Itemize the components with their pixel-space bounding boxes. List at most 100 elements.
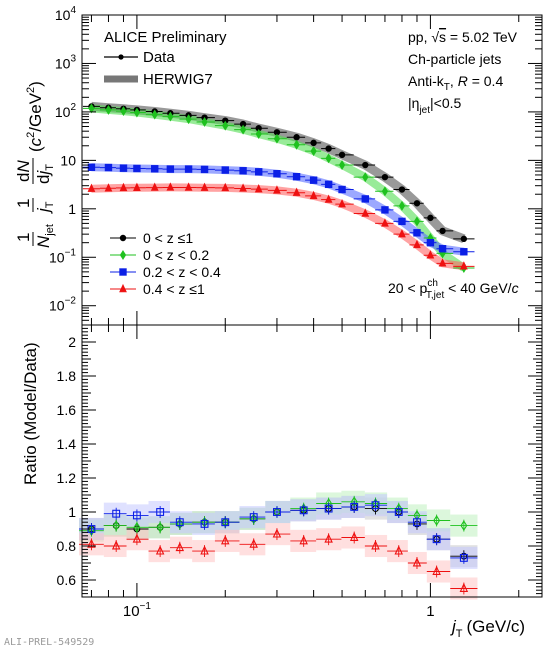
point-ratio-z-0p2-0p4 [221,518,230,527]
point-top-z-0p2-0p4 [438,245,447,253]
point-ratio-z-0p4-1 [371,540,380,550]
point-top-z-0p4-1 [104,183,113,192]
point-ratio-z-0p2-0p4 [200,519,209,528]
point-top-z-all [413,200,421,207]
y-tick-label-bottom: 1.4 [57,436,77,452]
legend-data-label: Data [143,49,175,66]
point-top-z-0p2-0p4 [292,172,301,181]
point-top-z-all [310,139,317,147]
axes-ticks: 10−1 110410310210110−110−20.60.811.21.41.… [49,5,542,620]
alice-preliminary-label: ALICE Preliminary [104,29,227,46]
point-top-z-0p2-0p4 [221,166,229,174]
point-top-z-0p2-0p4 [381,206,389,214]
point-ratio-z-0p4-1 [155,545,165,555]
point-ratio-z-0p4-1 [459,582,469,592]
x-axis-label: jT (GeV/c) [450,617,525,640]
svg-text:1: 1 [14,199,33,208]
y-tick-label-top: 1 [68,201,76,217]
point-top-z-0p4-1 [413,239,421,249]
top-data-series [82,103,475,273]
point-top-z-0p2-0p4 [273,170,281,178]
point-top-z-0-0p2 [273,133,281,144]
point-top-z-0p2-0p4 [413,229,421,237]
point-ratio-z-0p4-1 [249,538,258,548]
point-ratio-z-0p2-0p4 [299,506,308,515]
point-top-z-0-0p2 [222,120,229,131]
x-tick-label: 10−1 [123,601,152,620]
point-top-z-0-0p2 [381,186,389,197]
point-top-z-all [460,235,468,243]
legend-data-marker [118,54,124,60]
point-top-z-0p4-1 [239,183,247,192]
point-top-z-0p4-1 [87,183,96,192]
point-top-z-0-0p2 [398,200,406,211]
point-top-z-0-0p2 [133,107,141,118]
point-top-z-all [362,161,369,169]
point-top-z-0p4-1 [438,258,447,267]
point-ratio-z-0p4-1 [87,538,96,548]
legend-label-z-0p4-1: 0.4 < z ≤1 [143,281,205,297]
point-top-z-all [398,186,406,193]
point-top-z-0p2-0p4 [184,165,193,173]
point-top-z-all [381,173,389,181]
point-top-z-0p4-1 [254,184,263,193]
y-tick-label-top: 10−2 [49,296,76,314]
point-top-z-0p2-0p4 [200,165,209,174]
point-top-z-0p4-1 [133,182,141,191]
jet-type-label: Ch-particle jets [408,51,501,67]
point-top-z-0p2-0p4 [166,165,175,173]
z-bin-legend: 0 < z ≤10 < z < 0.20.2 < z < 0.40.4 < z … [110,230,221,297]
y-tick-label-top: 103 [55,53,77,71]
point-ratio-z-0p2-0p4 [432,535,441,544]
point-top-z-0p4-1 [184,182,193,191]
point-ratio-z-0p4-1 [132,533,142,543]
point-top-z-0p4-1 [119,182,128,192]
point-top-z-0-0p2 [120,106,127,117]
legend-label-z-0-0p2: 0 < z < 0.2 [143,247,209,263]
point-top-z-0p2-0p4 [239,167,247,175]
point-top-z-0-0p2 [338,160,346,171]
point-top-z-all [338,151,346,159]
y-tick-label-top: 10 [60,152,76,168]
legend-marker-z-0-0p2 [119,250,127,260]
y-tick-label-bottom: 1.8 [57,368,77,384]
point-ratio-z-0p2-0p4 [175,518,184,527]
point-top-z-0p4-1 [324,194,333,203]
point-ratio-z-0p2-0p4 [413,518,421,527]
point-ratio-z-0p2-0p4 [249,513,258,522]
svg-text:jT: jT [34,201,56,214]
point-top-z-0p4-1 [459,261,468,270]
point-ratio-z-0p4-1 [324,533,333,543]
point-top-z-0p2-0p4 [133,164,141,173]
point-top-z-all [325,145,332,152]
point-top-z-all [293,134,300,141]
point-top-z-0p2-0p4 [398,217,406,226]
point-ratio-z-0p2-0p4 [371,501,380,510]
y-tick-label-bottom: 1.2 [57,470,77,486]
y-tick-label-bottom: 1.6 [57,402,77,418]
point-ratio-z-0p2-0p4 [132,511,141,520]
point-top-z-0-0p2 [310,146,317,157]
y-tick-label-bottom: 0.6 [57,572,77,588]
legend-label-z-all: 0 < z ≤1 [143,230,193,246]
point-top-z-0p4-1 [381,218,389,227]
bottom-data-series [79,495,478,595]
point-ratio-z-0p4-1 [272,528,282,538]
point-top-z-0-0p2 [255,129,262,139]
legend-marker-z-0p4-1 [119,283,127,293]
y-tick-label-top: 104 [55,5,77,23]
point-top-z-0p2-0p4 [119,164,128,172]
preliminary-id-label: ALI-PREL-549529 [4,637,94,648]
point-top-z-0p2-0p4 [255,168,263,176]
point-ratio-z-0p2-0p4 [324,504,333,513]
point-top-z-0p4-1 [338,199,346,208]
point-ratio-z-0-0p2 [156,521,164,533]
legend-marker-z-all [119,234,127,242]
point-ratio-z-0p2-0p4 [350,502,359,511]
point-top-z-0-0p2 [167,111,174,122]
point-top-z-0p2-0p4 [309,176,318,184]
point-ratio-z-0p2-0p4 [272,508,281,516]
bottom-y-axis-label: Ratio (Model/Data) [21,342,40,485]
y-tick-label-bottom: 1 [68,504,76,520]
